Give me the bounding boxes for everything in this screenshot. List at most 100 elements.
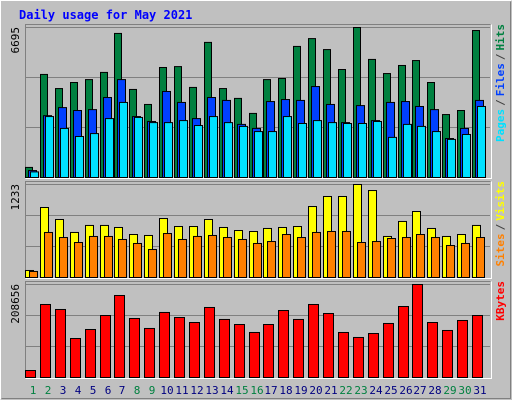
bar <box>338 331 349 378</box>
y-tick-label: 208656 <box>9 284 22 324</box>
bar <box>59 237 68 279</box>
panel-edge-light <box>25 281 492 379</box>
bar <box>308 303 319 379</box>
bar <box>263 324 274 379</box>
bar <box>55 308 66 379</box>
bar <box>472 315 483 378</box>
bar <box>144 327 155 378</box>
x-tick-label: 8 <box>134 384 141 397</box>
legend: Sites / Visits <box>494 181 507 267</box>
bar <box>209 116 218 178</box>
bar <box>398 305 409 378</box>
legend-separator: / <box>494 53 507 60</box>
bar <box>114 294 125 378</box>
bar <box>74 242 83 278</box>
x-tick-label: 26 <box>399 384 412 397</box>
bar <box>476 237 485 279</box>
bar <box>358 123 367 178</box>
bar <box>239 125 248 178</box>
bar <box>60 127 69 178</box>
x-tick-label: 29 <box>443 384 456 397</box>
bar <box>254 131 263 179</box>
x-tick-label: 30 <box>458 384 471 397</box>
bar <box>179 120 188 178</box>
bar <box>193 235 202 278</box>
bar <box>234 324 245 379</box>
bar <box>327 230 336 278</box>
bar <box>446 245 455 279</box>
bar <box>383 322 394 378</box>
bar <box>249 331 260 378</box>
legend: KBytes <box>494 281 507 321</box>
bar <box>442 329 453 379</box>
bar <box>372 241 381 278</box>
y-tick-label: 6695 <box>9 27 22 54</box>
bar <box>457 319 468 379</box>
bar <box>89 235 98 278</box>
bar <box>312 231 321 279</box>
bar <box>164 122 173 178</box>
bar <box>129 317 140 378</box>
x-tick-label: 31 <box>473 384 486 397</box>
panel-edge-light <box>25 24 492 179</box>
bar <box>267 241 276 278</box>
bar <box>44 231 53 279</box>
bar <box>133 242 142 279</box>
bar <box>163 233 172 278</box>
x-tick-label: 10 <box>160 384 173 397</box>
x-tick-label: 17 <box>264 384 277 397</box>
x-tick-label: 18 <box>279 384 292 397</box>
bar <box>174 317 185 378</box>
legend-entry: Visits <box>494 181 507 221</box>
bar <box>427 321 438 378</box>
x-tick-label: 16 <box>250 384 263 397</box>
bar <box>148 249 157 278</box>
x-tick-label: 1 <box>30 384 37 397</box>
panel-edge-dark <box>25 24 491 178</box>
legend: Pages / Files / Hits <box>494 24 507 142</box>
legend-separator: / <box>494 99 507 106</box>
bar <box>30 171 39 178</box>
x-tick-label: 11 <box>175 384 188 397</box>
bar <box>159 311 170 378</box>
bar <box>477 105 486 178</box>
bar <box>90 133 99 179</box>
bar <box>282 234 291 278</box>
bar <box>353 336 364 379</box>
bar <box>368 333 379 378</box>
bar <box>416 234 425 278</box>
bar <box>253 242 262 279</box>
x-tick-label: 28 <box>428 384 441 397</box>
bar <box>29 270 38 279</box>
bar <box>224 122 233 178</box>
bar <box>178 238 187 278</box>
x-tick-label: 15 <box>235 384 248 397</box>
bar <box>357 242 366 278</box>
legend-separator: / <box>494 223 507 230</box>
bar <box>100 315 111 378</box>
x-tick-label: 19 <box>294 384 307 397</box>
legend-entry: Hits <box>494 24 507 51</box>
bar <box>297 237 306 279</box>
legend-entry: Sites <box>494 233 507 266</box>
bar <box>403 123 412 178</box>
x-tick-label: 27 <box>413 384 426 397</box>
bar <box>149 122 158 178</box>
panel-edge-light <box>25 181 492 279</box>
bar <box>462 133 471 178</box>
bar <box>313 120 322 178</box>
legend-entry: Pages <box>494 109 507 142</box>
bar <box>25 370 36 378</box>
x-tick-label: 4 <box>75 384 82 397</box>
panel-edge-dark <box>25 281 491 378</box>
bar <box>45 116 54 178</box>
bar <box>194 125 203 178</box>
bar <box>388 136 397 179</box>
bar <box>447 138 456 179</box>
x-tick-label: 25 <box>384 384 397 397</box>
bar <box>75 135 84 178</box>
bar <box>223 237 232 279</box>
bar <box>402 237 411 279</box>
bar <box>189 321 200 378</box>
